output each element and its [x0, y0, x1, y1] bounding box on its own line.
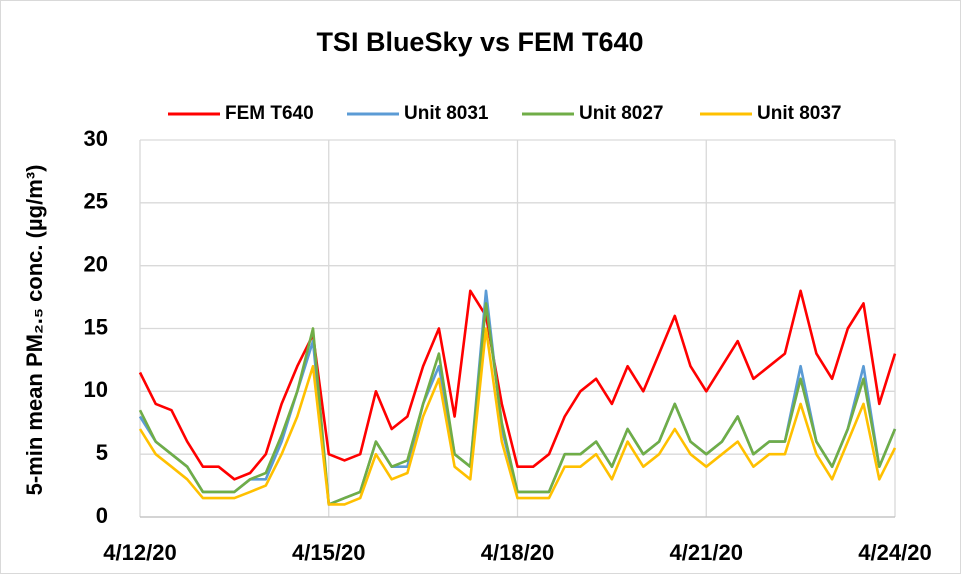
legend-label: Unit 8037 — [757, 103, 841, 124]
y-tick-label: 20 — [84, 251, 108, 276]
legend-label: Unit 8031 — [404, 103, 489, 124]
x-tick-label: 4/24/20 — [858, 540, 931, 565]
y-tick-label: 10 — [84, 377, 108, 402]
x-tick-label: 4/18/20 — [481, 540, 554, 565]
y-tick-label: 0 — [96, 503, 108, 528]
x-tick-label: 4/12/20 — [103, 540, 176, 565]
y-tick-label: 30 — [84, 126, 108, 151]
chart-title: TSI BlueSky vs FEM T640 — [316, 27, 643, 57]
x-tick-label: 4/21/20 — [670, 540, 743, 565]
series-line — [138, 302, 897, 506]
series-line — [138, 289, 897, 481]
x-tick-label: 4/15/20 — [292, 540, 365, 565]
y-tick-label: 15 — [84, 314, 108, 339]
legend-label: Unit 8027 — [579, 103, 663, 124]
series-line — [138, 327, 897, 506]
y-tick-label: 5 — [96, 440, 108, 465]
y-tick-label: 25 — [84, 189, 108, 214]
legend-label: FEM T640 — [225, 103, 314, 124]
y-axis-label: 5-min mean PM₂.₅ conc. (µg/m³) — [22, 165, 47, 496]
